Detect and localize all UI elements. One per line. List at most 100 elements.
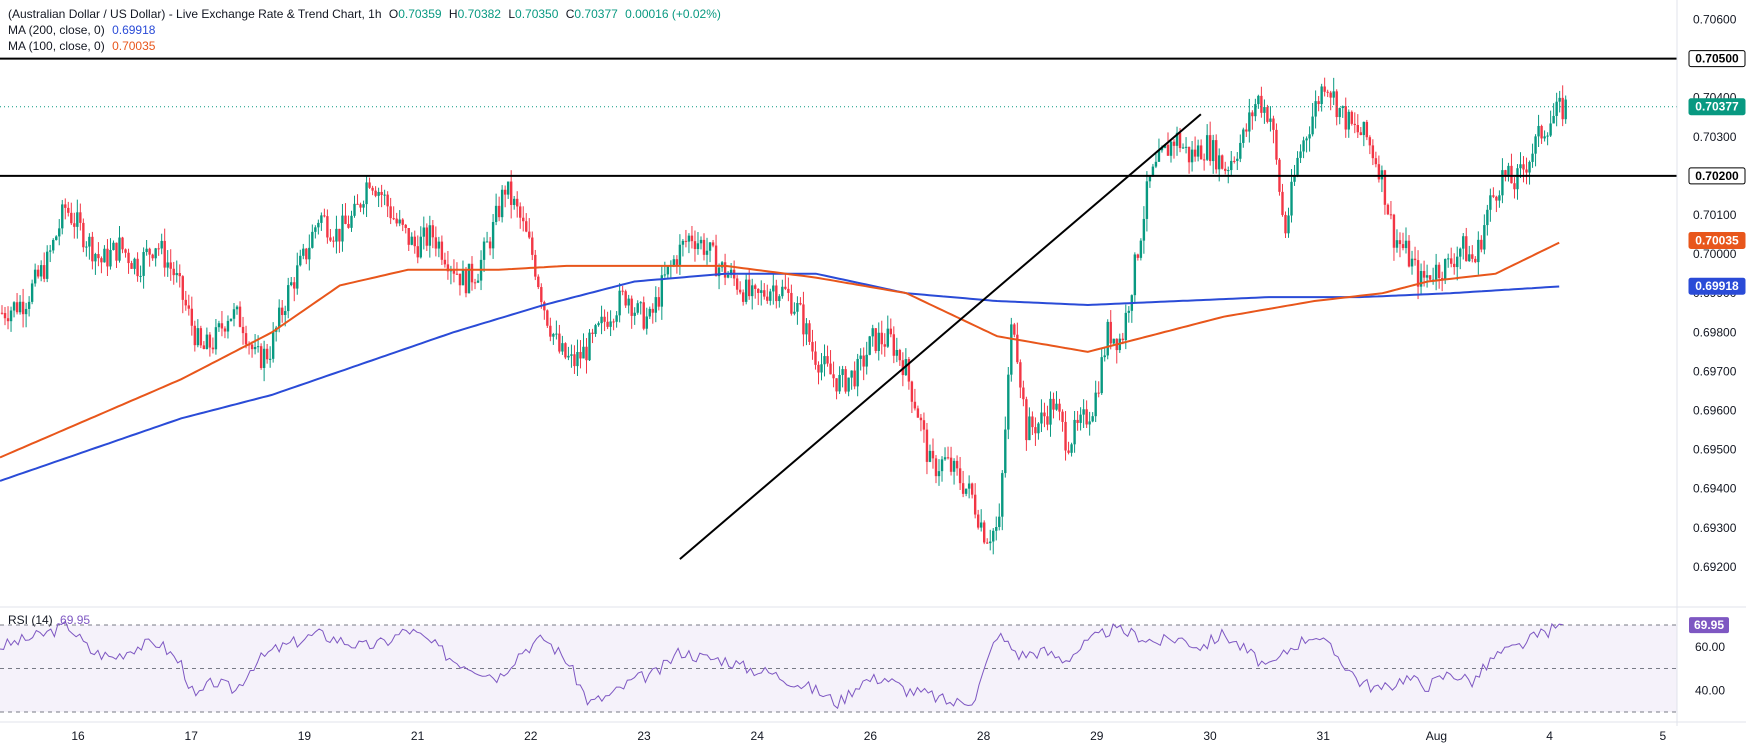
moving-averages xyxy=(0,241,1560,482)
candle-body xyxy=(3,313,7,319)
candle-body xyxy=(1112,338,1115,344)
candle-body xyxy=(769,291,772,301)
close-value: 0.70377 xyxy=(574,7,618,21)
candle-body xyxy=(1022,387,1025,400)
candle-body xyxy=(1136,254,1140,258)
candle-body xyxy=(820,364,823,373)
candle-body xyxy=(1091,416,1094,422)
candle-body xyxy=(778,296,781,302)
candle-body xyxy=(627,298,630,306)
candle-body xyxy=(184,299,187,306)
candle-body xyxy=(404,224,407,228)
candle-body xyxy=(1160,147,1164,151)
candle-body xyxy=(70,212,73,224)
candle-body xyxy=(1347,111,1350,130)
candle-body xyxy=(525,221,528,232)
candle-body xyxy=(744,279,748,302)
candle-body xyxy=(1079,414,1082,423)
candle-body xyxy=(1248,112,1251,132)
candle-body xyxy=(648,308,651,317)
candle-body xyxy=(317,222,320,228)
candle-body xyxy=(579,351,582,359)
candle-body xyxy=(558,333,561,352)
candle-body xyxy=(708,242,712,251)
rsi-badge-label: 69.95 xyxy=(1694,618,1724,632)
candle-body xyxy=(919,417,923,421)
candle-body xyxy=(280,307,284,316)
candle-body xyxy=(615,315,618,322)
rsi-line xyxy=(0,620,1563,710)
y-tick-label: 0.70600 xyxy=(1693,13,1737,27)
candle-body xyxy=(326,216,329,238)
candle-body xyxy=(865,354,868,367)
candle-body xyxy=(699,239,703,244)
candle-body xyxy=(931,450,935,459)
close-label: C xyxy=(565,7,575,21)
candle-body xyxy=(193,325,197,346)
candle-body xyxy=(738,289,742,293)
rsi-value: 69.95 xyxy=(60,613,91,627)
candle-body xyxy=(1332,91,1335,98)
candle-body xyxy=(371,187,374,191)
x-tick-label: 23 xyxy=(637,729,651,743)
candle-body xyxy=(232,309,236,319)
candle-body xyxy=(1109,321,1112,344)
candle-body xyxy=(790,292,793,314)
candle-body xyxy=(847,377,850,392)
candle-body xyxy=(973,494,977,515)
candle-body xyxy=(823,356,826,365)
candle-body xyxy=(1218,155,1221,170)
candle-body xyxy=(811,341,814,352)
candle-body xyxy=(1356,124,1359,133)
candle-body xyxy=(259,346,263,368)
candle-body xyxy=(323,215,326,217)
candle-body xyxy=(329,237,332,241)
candle-body xyxy=(802,304,805,335)
candle-body xyxy=(211,347,215,350)
candle-body xyxy=(214,327,218,350)
candle-body xyxy=(76,212,79,227)
candle-body xyxy=(838,374,841,392)
candle-body xyxy=(1389,214,1393,216)
y-tick-label: 0.70000 xyxy=(1693,247,1737,261)
candle-body xyxy=(311,231,314,248)
candle-body xyxy=(145,248,148,253)
candle-body xyxy=(543,302,546,311)
symbol-title: (Australian Dollar / US Dollar) - Live E… xyxy=(8,7,382,21)
candle-body xyxy=(1507,165,1510,176)
candle-body xyxy=(1224,168,1227,171)
candle-body xyxy=(413,236,416,247)
candle-body xyxy=(250,344,254,350)
candle-body xyxy=(452,269,456,274)
candle-body xyxy=(714,245,718,277)
candle-body xyxy=(494,205,498,222)
x-tick-label: 22 xyxy=(524,729,538,743)
candle-body xyxy=(82,222,85,248)
candle-body xyxy=(1489,195,1492,210)
candle-body xyxy=(1073,419,1076,445)
candle-body xyxy=(1034,427,1037,434)
candle-body xyxy=(118,237,121,261)
rsi-legend: RSI (14) 69.95 xyxy=(8,613,90,627)
candle-body xyxy=(341,215,344,242)
candle-body xyxy=(446,264,450,272)
candle-body xyxy=(1254,104,1257,117)
candle-body xyxy=(1046,416,1049,425)
candle-body xyxy=(817,364,820,373)
candle-body xyxy=(1320,86,1323,105)
x-tick-label: 21 xyxy=(411,729,425,743)
candle-body xyxy=(642,302,645,329)
x-tick-label: 31 xyxy=(1317,729,1331,743)
candle-body xyxy=(476,280,480,283)
candle-body xyxy=(85,246,88,248)
candle-body xyxy=(534,254,537,277)
high-value: 0.70382 xyxy=(457,7,501,21)
candle-body xyxy=(829,363,832,375)
candle-body xyxy=(1338,108,1341,118)
candle-body xyxy=(654,297,657,313)
candle-body xyxy=(588,332,591,361)
candle-body xyxy=(1308,134,1311,139)
candle-body xyxy=(1416,260,1420,287)
candle-body xyxy=(368,182,371,188)
